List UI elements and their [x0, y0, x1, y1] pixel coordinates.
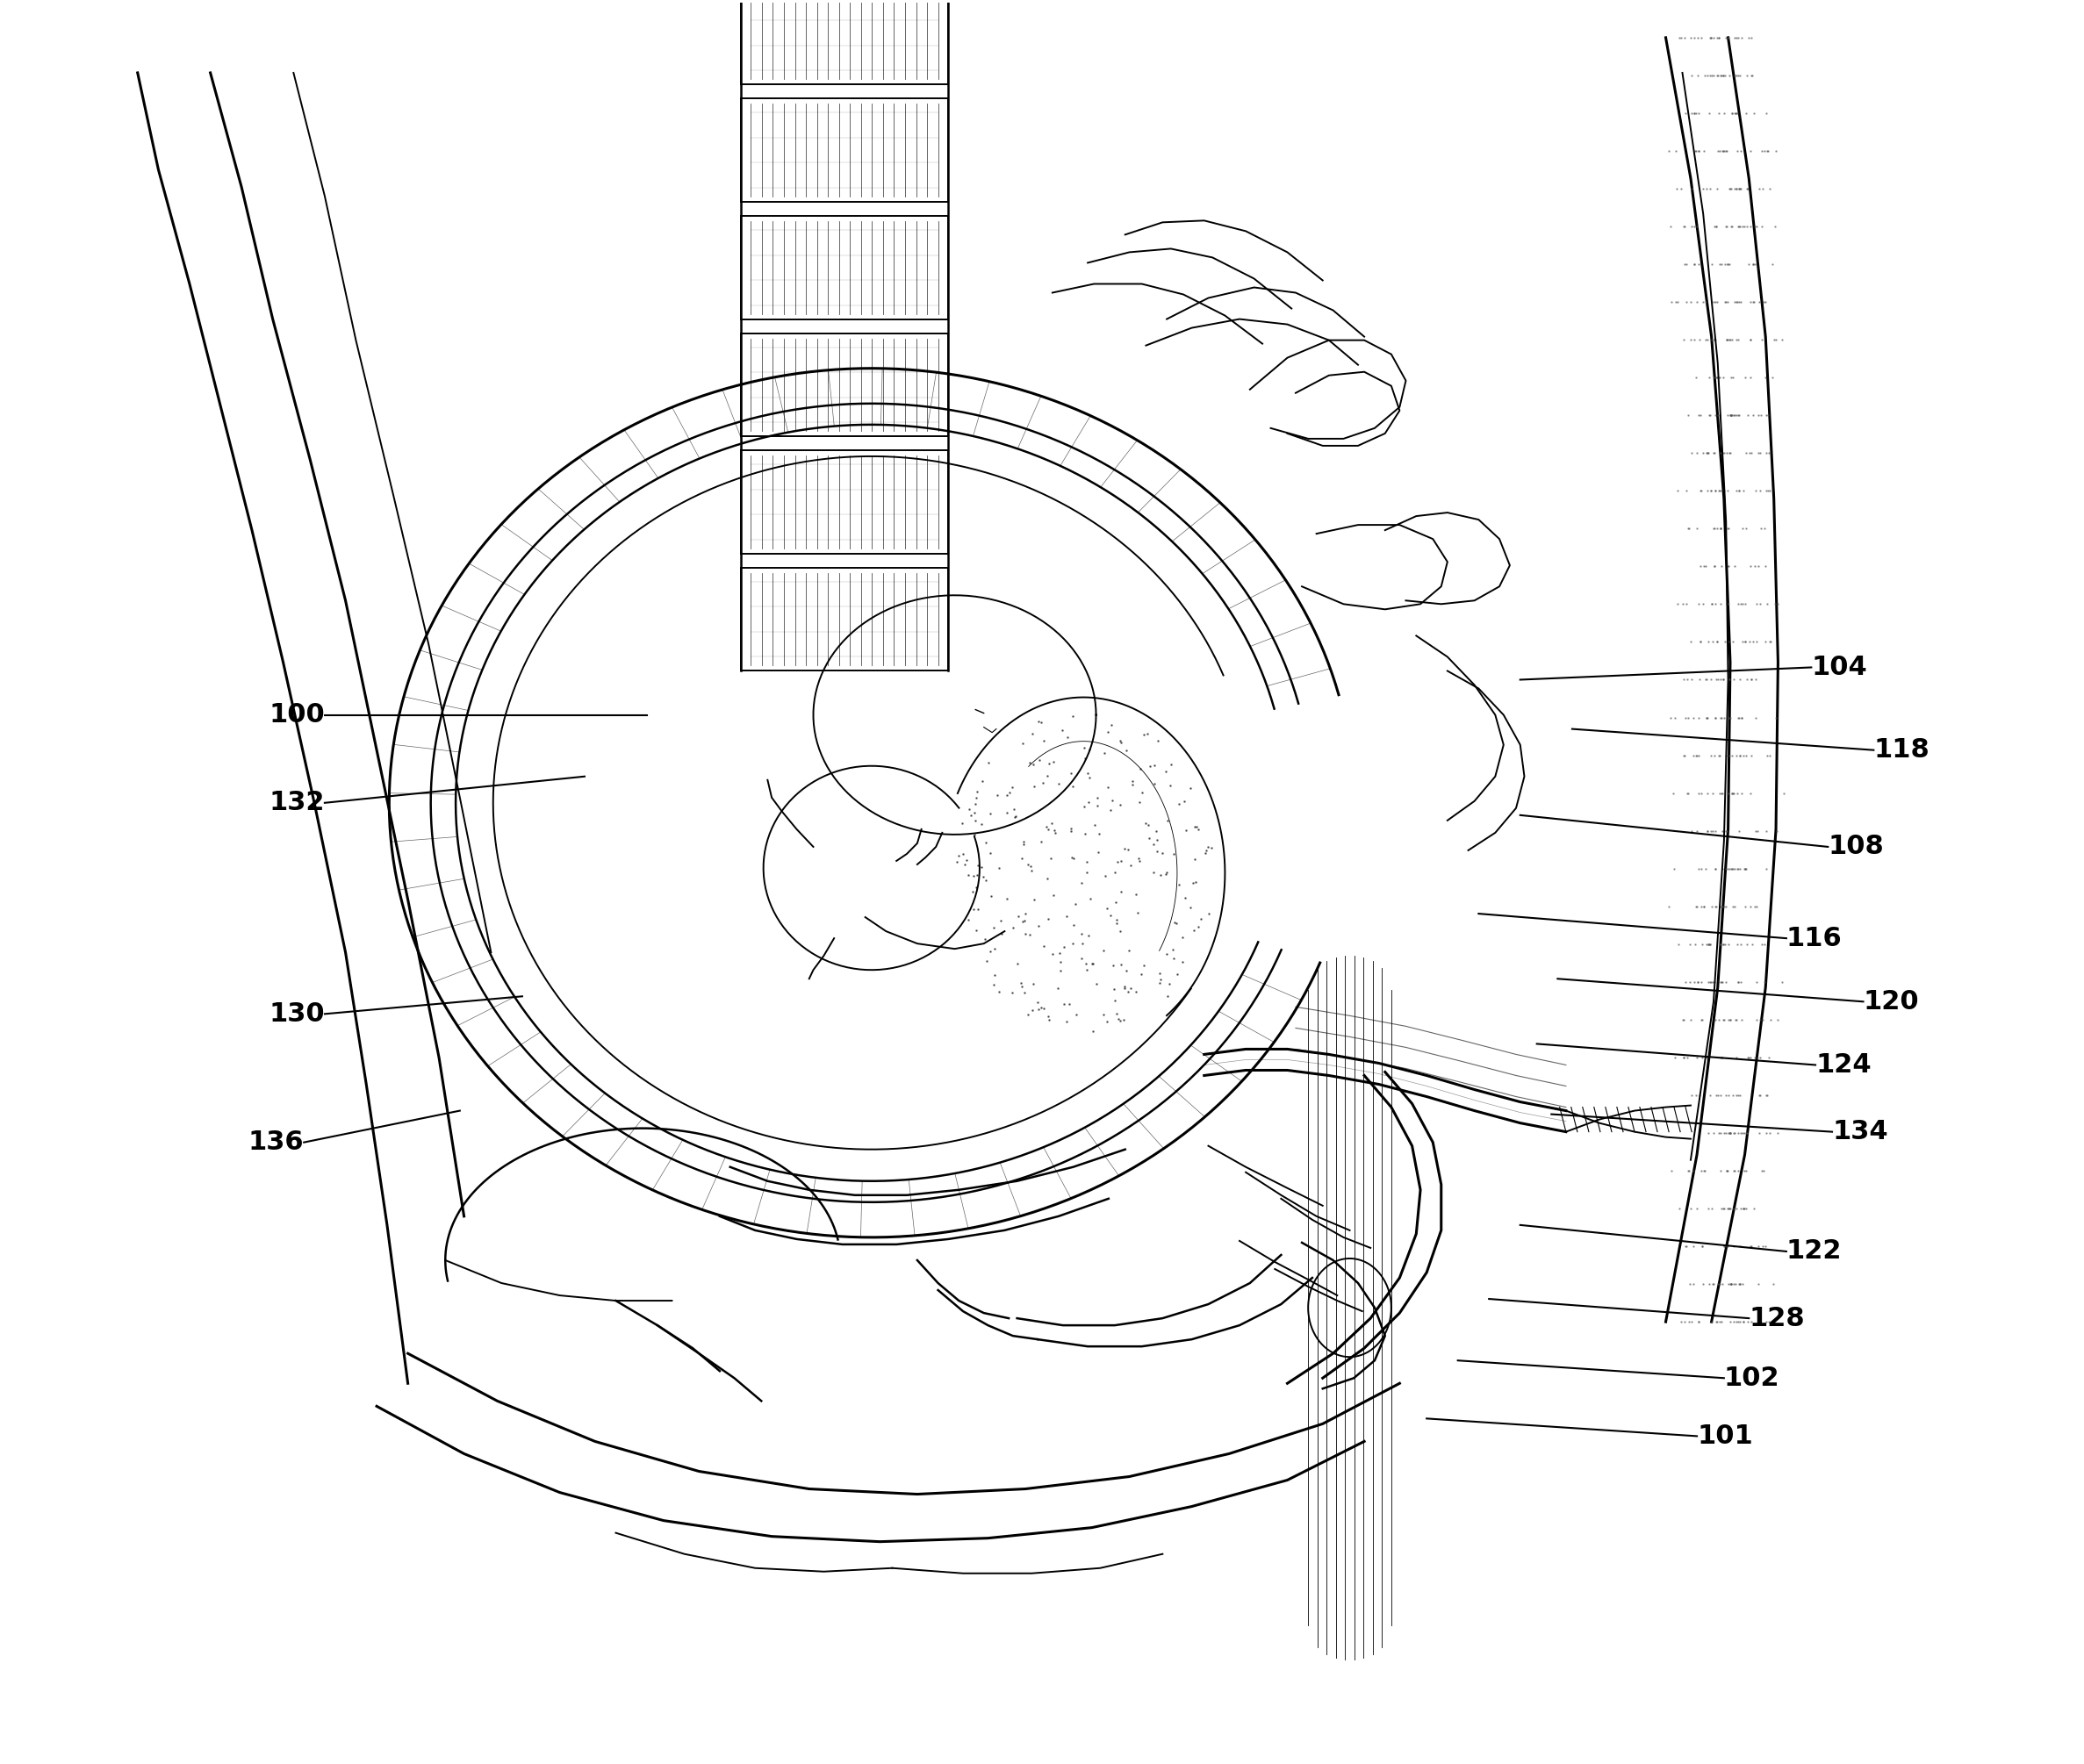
- Text: 122: 122: [1786, 1238, 1842, 1265]
- Text: 132: 132: [269, 790, 325, 815]
- Text: 136: 136: [248, 1129, 304, 1155]
- Text: 120: 120: [1863, 990, 1919, 1014]
- FancyBboxPatch shape: [740, 333, 948, 436]
- Text: 100: 100: [269, 702, 325, 727]
- FancyBboxPatch shape: [740, 450, 948, 554]
- Text: 118: 118: [1874, 737, 1930, 762]
- FancyBboxPatch shape: [740, 568, 948, 670]
- FancyBboxPatch shape: [740, 99, 948, 201]
- Text: 134: 134: [1832, 1118, 1888, 1145]
- FancyBboxPatch shape: [740, 0, 948, 85]
- Text: 116: 116: [1786, 926, 1842, 951]
- Text: 128: 128: [1748, 1305, 1805, 1332]
- Text: 101: 101: [1696, 1424, 1753, 1448]
- Text: 102: 102: [1723, 1365, 1780, 1390]
- Text: 104: 104: [1811, 654, 1867, 681]
- Text: 130: 130: [269, 1002, 325, 1027]
- Text: 108: 108: [1828, 834, 1884, 859]
- FancyBboxPatch shape: [740, 215, 948, 319]
- Text: 124: 124: [1815, 1051, 1871, 1078]
